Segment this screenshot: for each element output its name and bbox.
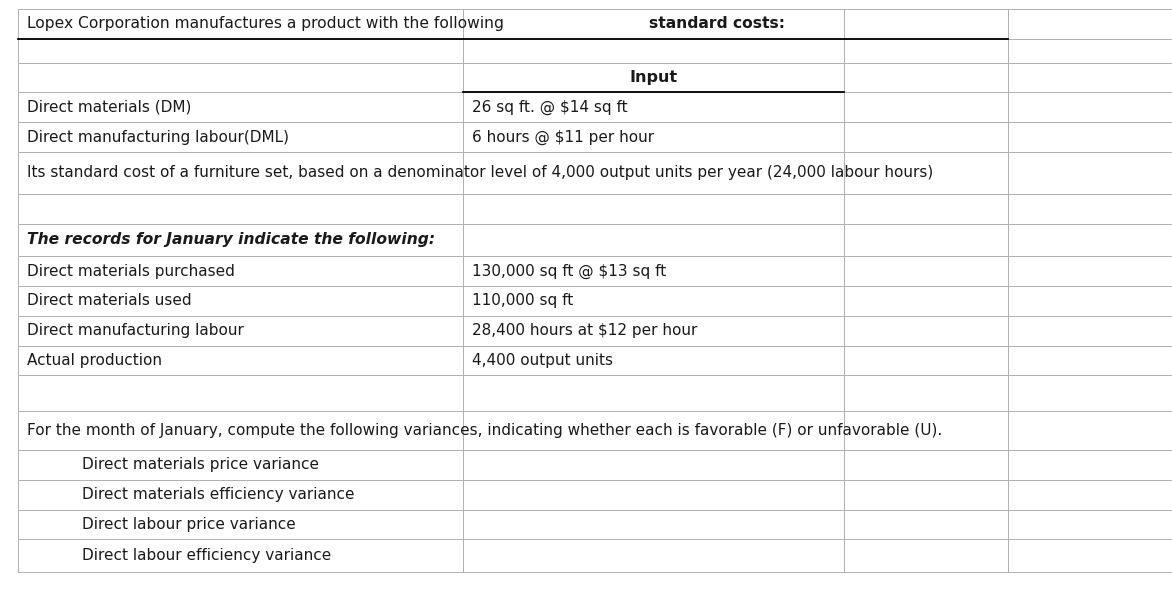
Text: Direct materials used: Direct materials used	[27, 293, 191, 309]
Text: Direct materials price variance: Direct materials price variance	[82, 457, 319, 473]
Text: standard costs:: standard costs:	[648, 16, 784, 32]
Text: Its standard cost of a furniture set, based on a denominator level of 4,000 outp: Its standard cost of a furniture set, ba…	[27, 165, 933, 181]
Text: Direct manufacturing labour: Direct manufacturing labour	[27, 323, 244, 339]
Text: For the month of January, compute the following variances, indicating whether ea: For the month of January, compute the fo…	[27, 423, 942, 438]
Text: Direct materials (DM): Direct materials (DM)	[27, 100, 191, 115]
Text: 130,000 sq ft @ $13 sq ft: 130,000 sq ft @ $13 sq ft	[472, 263, 667, 279]
Text: Lopex Corporation manufactures a product with the following: Lopex Corporation manufactures a product…	[27, 16, 509, 32]
Text: 28,400 hours at $12 per hour: 28,400 hours at $12 per hour	[472, 323, 697, 339]
Text: 110,000 sq ft: 110,000 sq ft	[472, 293, 573, 309]
Text: 4,400 output units: 4,400 output units	[472, 353, 613, 368]
Text: Direct materials efficiency variance: Direct materials efficiency variance	[82, 487, 355, 502]
Text: Input: Input	[629, 70, 677, 85]
Text: Direct labour price variance: Direct labour price variance	[82, 517, 295, 532]
Text: Direct labour efficiency variance: Direct labour efficiency variance	[82, 548, 332, 563]
Text: 26 sq ft. @ $14 sq ft: 26 sq ft. @ $14 sq ft	[472, 100, 628, 115]
Text: 6 hours @ $11 per hour: 6 hours @ $11 per hour	[472, 129, 654, 145]
Text: Direct manufacturing labour(DML): Direct manufacturing labour(DML)	[27, 129, 289, 145]
Text: Direct materials purchased: Direct materials purchased	[27, 263, 234, 279]
Text: The records for January indicate the following:: The records for January indicate the fol…	[27, 232, 435, 247]
Text: Actual production: Actual production	[27, 353, 162, 368]
